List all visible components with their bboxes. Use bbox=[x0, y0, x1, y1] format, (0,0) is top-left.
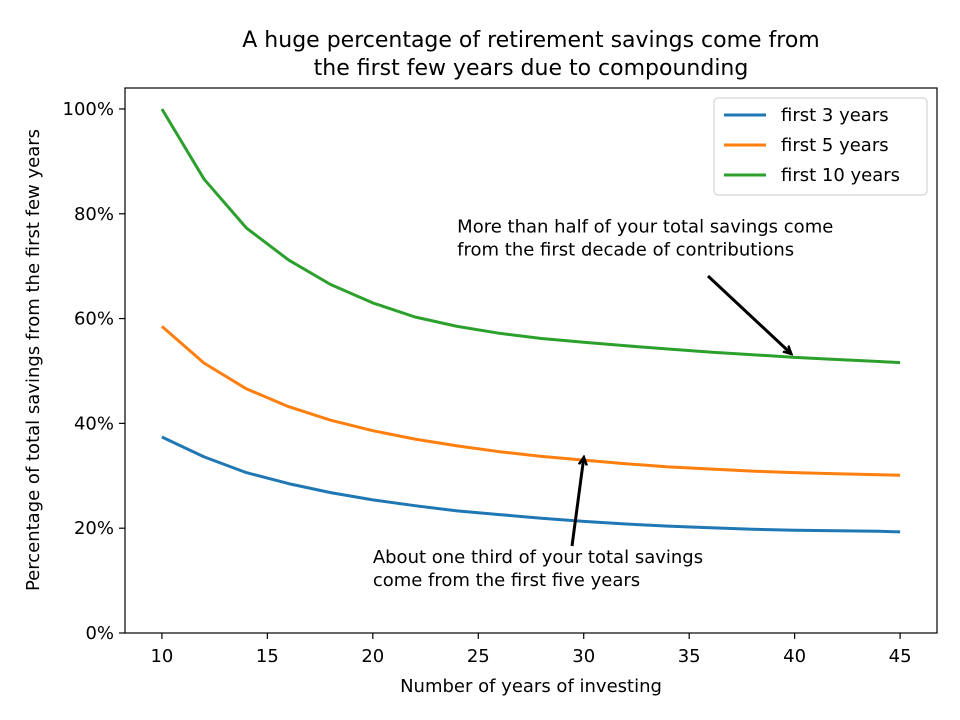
y-tick-label: 20% bbox=[74, 518, 114, 539]
y-tick-label: 40% bbox=[74, 413, 114, 434]
x-tick-label: 25 bbox=[467, 646, 490, 667]
x-tick-label: 35 bbox=[678, 646, 701, 667]
x-tick-label: 45 bbox=[889, 646, 912, 667]
y-tick-label: 0% bbox=[85, 623, 114, 644]
y-tick-label: 60% bbox=[74, 309, 114, 330]
series-line-1 bbox=[161, 435, 901, 534]
x-axis-label: Number of years of investing bbox=[400, 676, 662, 697]
y-tick-label: 80% bbox=[74, 204, 114, 225]
legend-label-2: first 5 years bbox=[781, 135, 889, 156]
annotation-text: come from the first five years bbox=[373, 570, 640, 591]
series-line-3 bbox=[160, 108, 901, 365]
x-tick-label: 30 bbox=[572, 646, 595, 667]
annotation-text: from the first decade of contributions bbox=[457, 240, 794, 261]
plot-area: 10 15 20 25 30 35 40 45 0% 20% 40% 60% 80% 100% More t… bbox=[63, 87, 938, 667]
series-line-2 bbox=[160, 325, 901, 477]
legend-label-1: first 3 years bbox=[781, 105, 889, 126]
y-tick-label: 100% bbox=[63, 99, 114, 120]
legend-box bbox=[713, 97, 928, 196]
x-tick-label: 10 bbox=[150, 646, 173, 667]
plot-frame bbox=[124, 87, 938, 634]
annotation-text: More than half of your total savings com… bbox=[457, 217, 833, 238]
chart-title-line-1: A huge percentage of retirement savings … bbox=[242, 28, 819, 53]
x-tick-label: 20 bbox=[361, 646, 384, 667]
annotation-arrow bbox=[706, 274, 791, 353]
annotation-arrow bbox=[570, 458, 584, 547]
chart-title-line-2: the first few years due to compounding bbox=[314, 56, 749, 81]
legend-label-3: first 10 years bbox=[781, 165, 900, 186]
x-tick-label: 15 bbox=[256, 646, 279, 667]
x-tick-label: 40 bbox=[783, 646, 806, 667]
annotation-text: About one third of your total savings bbox=[373, 547, 703, 568]
y-axis-label: Percentage of total savings from the fir… bbox=[23, 129, 44, 591]
